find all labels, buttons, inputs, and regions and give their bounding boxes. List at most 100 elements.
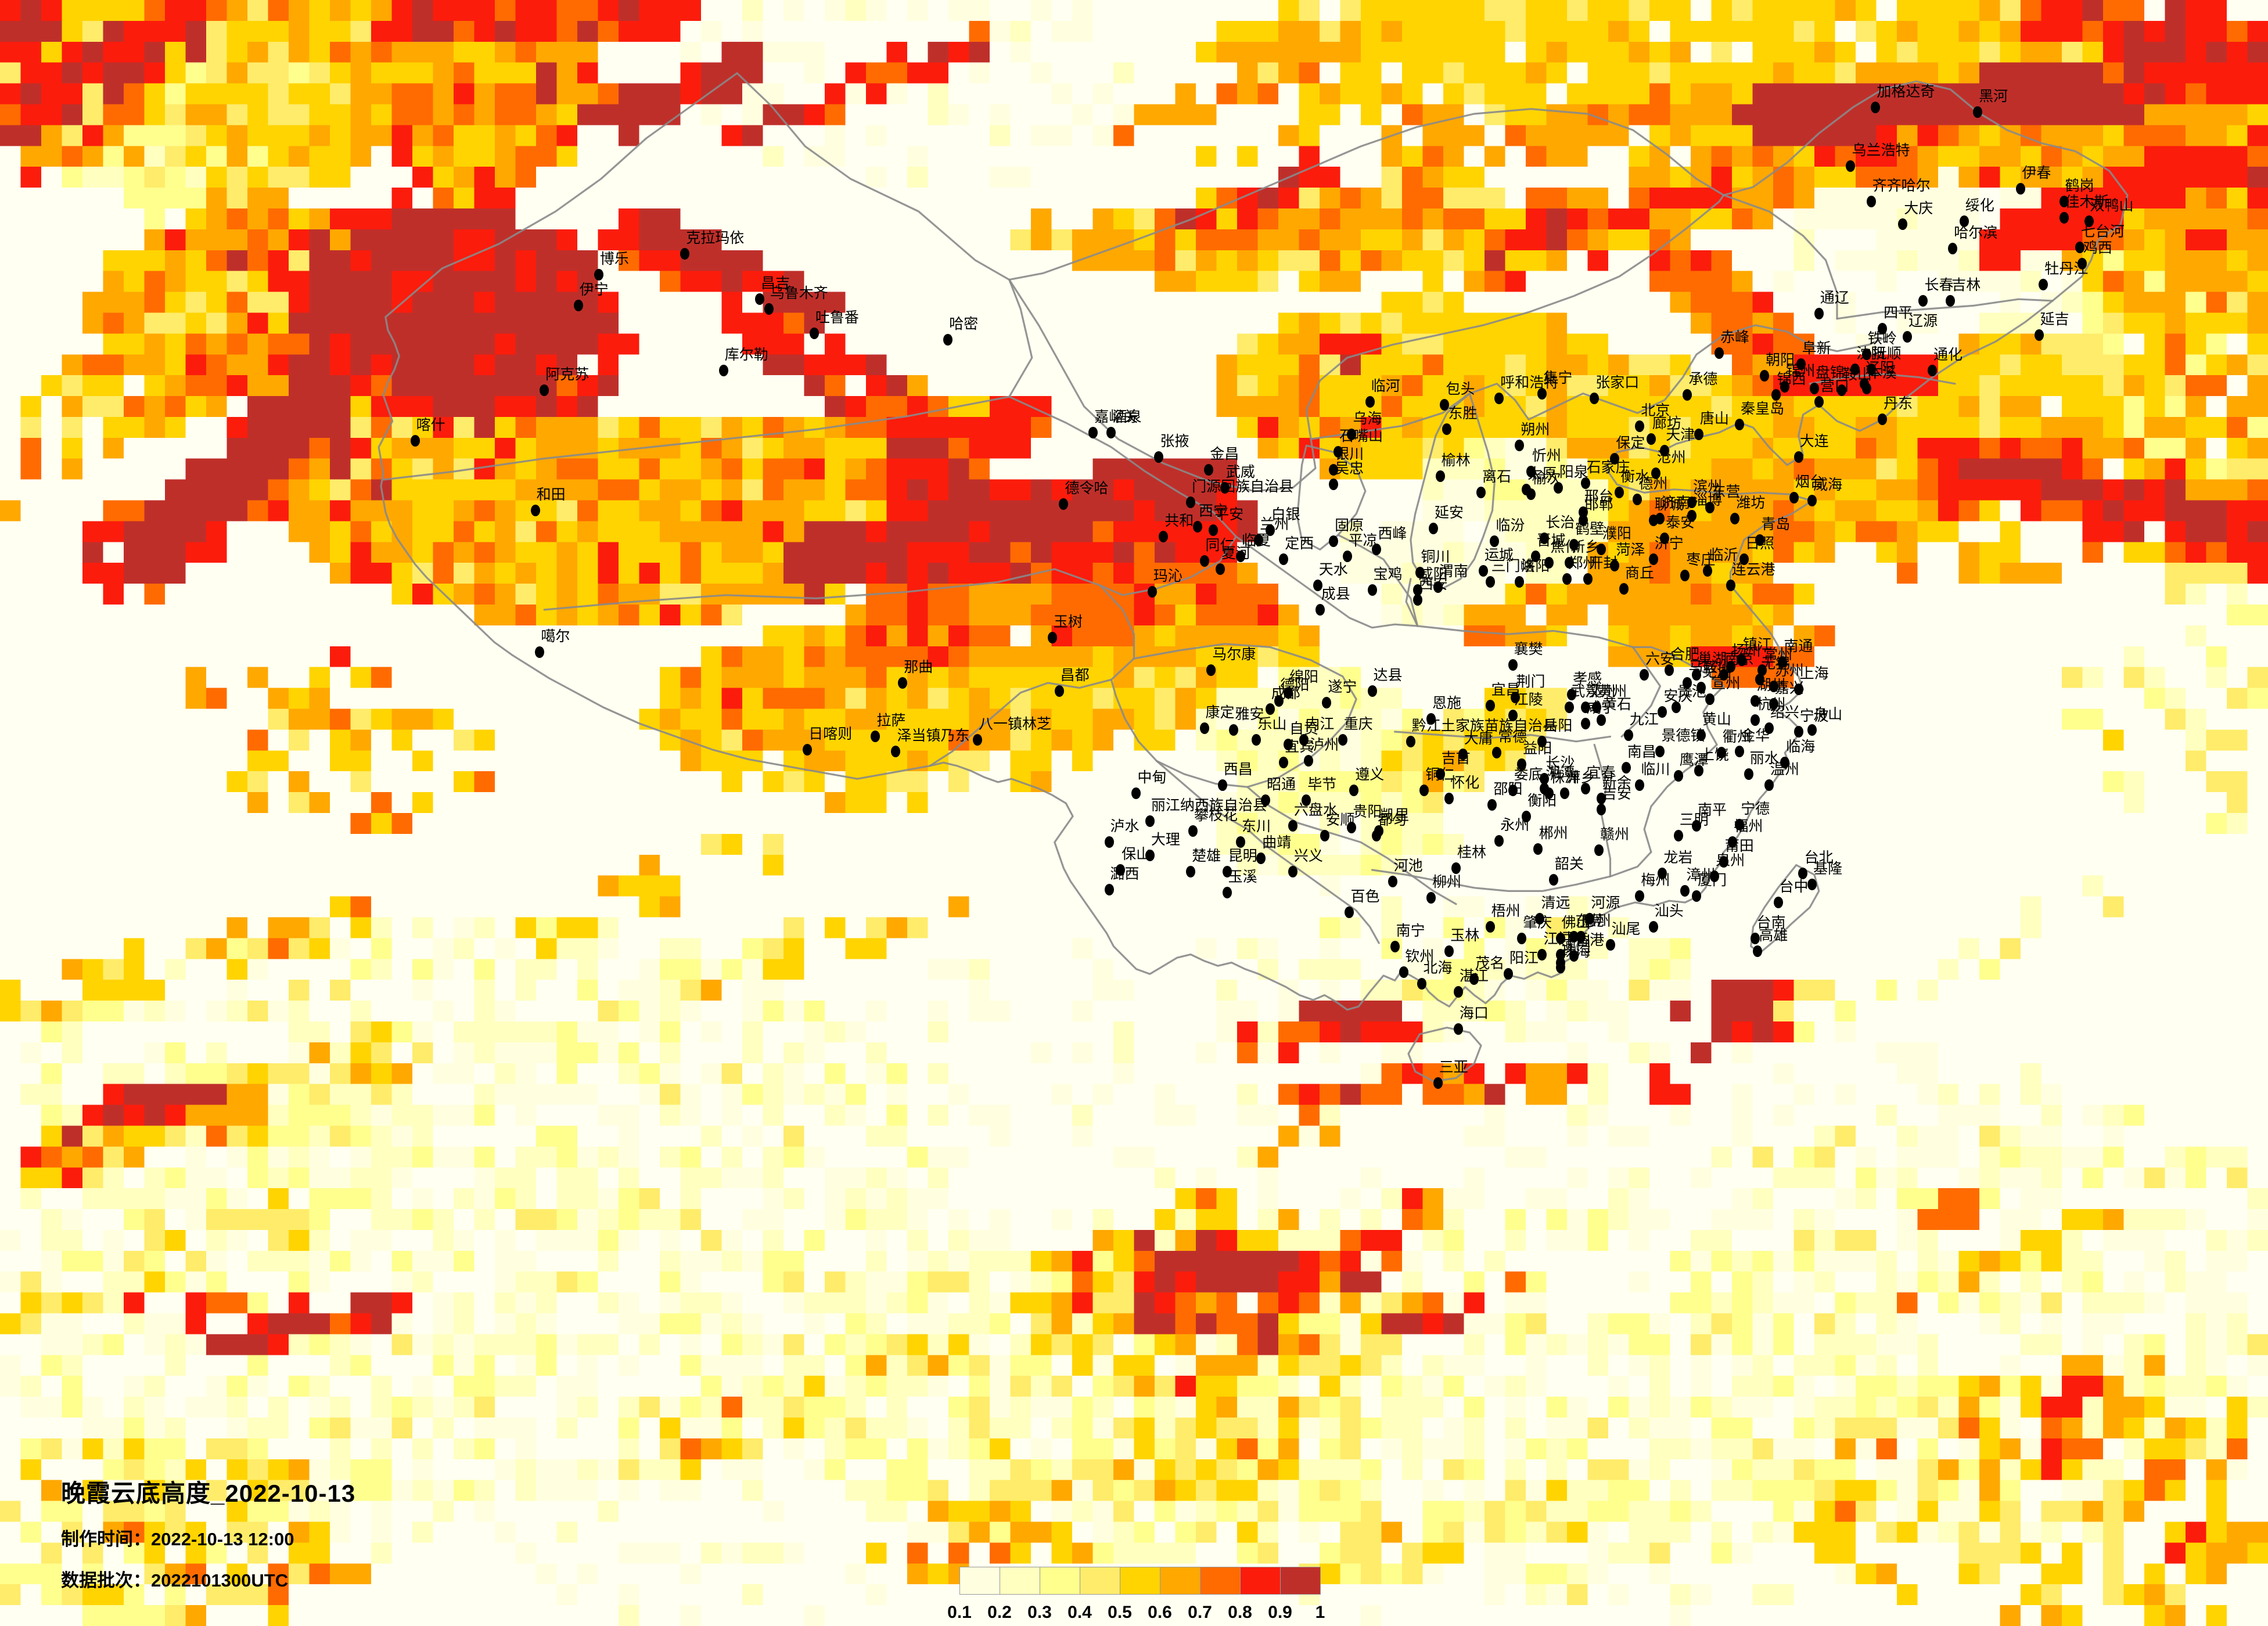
city-label: 武威 xyxy=(1225,464,1255,480)
city-label: 三门峡 xyxy=(1491,558,1535,575)
data-batch-value: 2022101300UTC xyxy=(151,1570,289,1591)
city-marker: 萍乡 xyxy=(1560,770,1595,800)
city-label: 宣州 xyxy=(1711,675,1741,692)
city-label: 临川 xyxy=(1641,761,1670,778)
city-label: 白银 xyxy=(1271,506,1300,523)
city-marker: 丽江纳西族自治县 xyxy=(1145,798,1267,827)
city-label: 保山 xyxy=(1122,846,1151,862)
city-marker: 洛阳 xyxy=(1515,559,1550,588)
city-dot-icon xyxy=(1406,735,1415,747)
city-label: 沧州 xyxy=(1656,449,1686,466)
city-label: 呼和浩特 xyxy=(1500,375,1559,391)
city-label: 邢台 xyxy=(1584,488,1613,505)
city-dot-icon xyxy=(1623,729,1633,741)
city-label: 台中 xyxy=(1779,879,1809,895)
city-marker: 孝感 xyxy=(1567,671,1602,700)
legend-tick-label: 0.7 xyxy=(1188,1603,1212,1622)
city-label: 汕头 xyxy=(1654,903,1684,919)
city-marker: 贵阳 xyxy=(1347,804,1382,834)
city-label: 九江 xyxy=(1629,711,1659,728)
city-label: 鄂州 xyxy=(1586,684,1616,700)
city-marker: 保山 xyxy=(1116,847,1151,876)
city-marker: 香港 xyxy=(1569,933,1604,962)
city-marker: 酒泉 xyxy=(1106,409,1141,438)
city-label: 西峰 xyxy=(1378,526,1407,542)
city-marker: 惠州 xyxy=(1576,913,1611,942)
city-marker: 连云港 xyxy=(1726,562,1775,591)
city-dot-icon xyxy=(1508,659,1518,671)
city-label: 东莞 xyxy=(1575,912,1605,929)
city-dot-icon xyxy=(2077,257,2087,269)
city-dot-icon xyxy=(1861,383,1871,395)
city-marker: 昌都 xyxy=(1054,668,1090,697)
city-marker: 嘉兴 xyxy=(1769,681,1804,710)
city-dot-icon xyxy=(1302,794,1311,806)
city-dot-icon xyxy=(1236,836,1246,848)
city-marker: 遂宁 xyxy=(1322,679,1357,708)
city-label: 北京 xyxy=(1641,402,1670,419)
province-border-line xyxy=(1632,646,1725,688)
city-marker: 廊坊 xyxy=(1646,416,1681,445)
city-dot-icon xyxy=(1435,470,1445,483)
city-marker: 康定 xyxy=(1199,705,1235,735)
city-label: 双鸭山 xyxy=(2090,197,2134,214)
city-label: 三亚 xyxy=(1439,1059,1468,1075)
province-border-line xyxy=(1620,646,1662,738)
city-label: 吴忠 xyxy=(1335,461,1364,477)
city-dot-icon xyxy=(1492,747,1502,759)
city-marker: 晋城 xyxy=(1530,533,1566,562)
city-marker: 哈密 xyxy=(943,316,978,346)
city-label: 茂名 xyxy=(1475,955,1505,972)
city-dot-icon xyxy=(1288,865,1297,877)
city-label: 德令哈 xyxy=(1065,480,1109,497)
city-dot-icon xyxy=(1755,674,1765,686)
city-marker: 乌鲁木齐 xyxy=(764,286,828,315)
city-marker: 威海 xyxy=(1807,477,1842,507)
city-label: 玉林 xyxy=(1450,927,1480,944)
city-dot-icon xyxy=(1347,428,1357,440)
city-marker: 铜仁 xyxy=(1419,767,1454,796)
city-dot-icon xyxy=(1610,452,1620,465)
city-dot-icon xyxy=(410,434,420,447)
city-marker: 嘉峪关 xyxy=(1088,409,1138,438)
city-label: 忻州 xyxy=(1532,448,1561,464)
city-marker: 忻州 xyxy=(1526,448,1561,477)
city-label: 漳州 xyxy=(1686,867,1716,884)
city-marker: 吉林 xyxy=(1946,278,1981,307)
city-dot-icon xyxy=(1322,696,1332,708)
city-dot-icon xyxy=(1199,722,1209,735)
city-marker: 北海 xyxy=(1417,961,1452,990)
city-dot-icon xyxy=(1540,773,1550,785)
city-label: 吐鲁番 xyxy=(815,310,859,326)
city-marker: 日照 xyxy=(1739,536,1774,566)
city-marker: 泰安 xyxy=(1660,515,1695,544)
city-label: 厦门 xyxy=(1697,872,1727,888)
city-label: 珠海 xyxy=(1561,944,1591,960)
city-label: 济南 xyxy=(1661,495,1691,512)
city-marker: 马尔康 xyxy=(1206,647,1256,676)
city-marker: 无锡 xyxy=(1755,656,1790,686)
city-label: 咸阳 xyxy=(1418,566,1448,583)
city-marker: 保定 xyxy=(1610,436,1645,465)
city-marker: 吉首 xyxy=(1435,751,1471,780)
city-label: 临沂 xyxy=(1709,546,1738,563)
city-marker: 潍坊 xyxy=(1730,495,1765,525)
city-dot-icon xyxy=(1537,735,1547,747)
city-dot-icon xyxy=(871,731,880,743)
city-label: 黄石 xyxy=(1602,696,1631,713)
city-dot-icon xyxy=(1735,818,1745,830)
city-dot-icon xyxy=(1793,684,1803,696)
city-marker: 焦作 xyxy=(1544,539,1579,569)
city-dot-icon xyxy=(1751,932,1760,944)
city-dot-icon xyxy=(1147,586,1157,598)
city-label: 七台河 xyxy=(2080,223,2125,240)
city-label: 汕尾 xyxy=(1611,920,1641,937)
city-dot-icon xyxy=(1866,363,1876,375)
legend-color-box xyxy=(1080,1567,1120,1594)
city-label: 高雄 xyxy=(1759,927,1788,944)
city-marker: 莆田 xyxy=(1719,839,1754,868)
city-label: 和田 xyxy=(536,487,566,503)
city-label: 石嘴山 xyxy=(1339,428,1383,445)
city-dot-icon xyxy=(1735,418,1745,430)
province-border-line xyxy=(1155,760,1380,944)
